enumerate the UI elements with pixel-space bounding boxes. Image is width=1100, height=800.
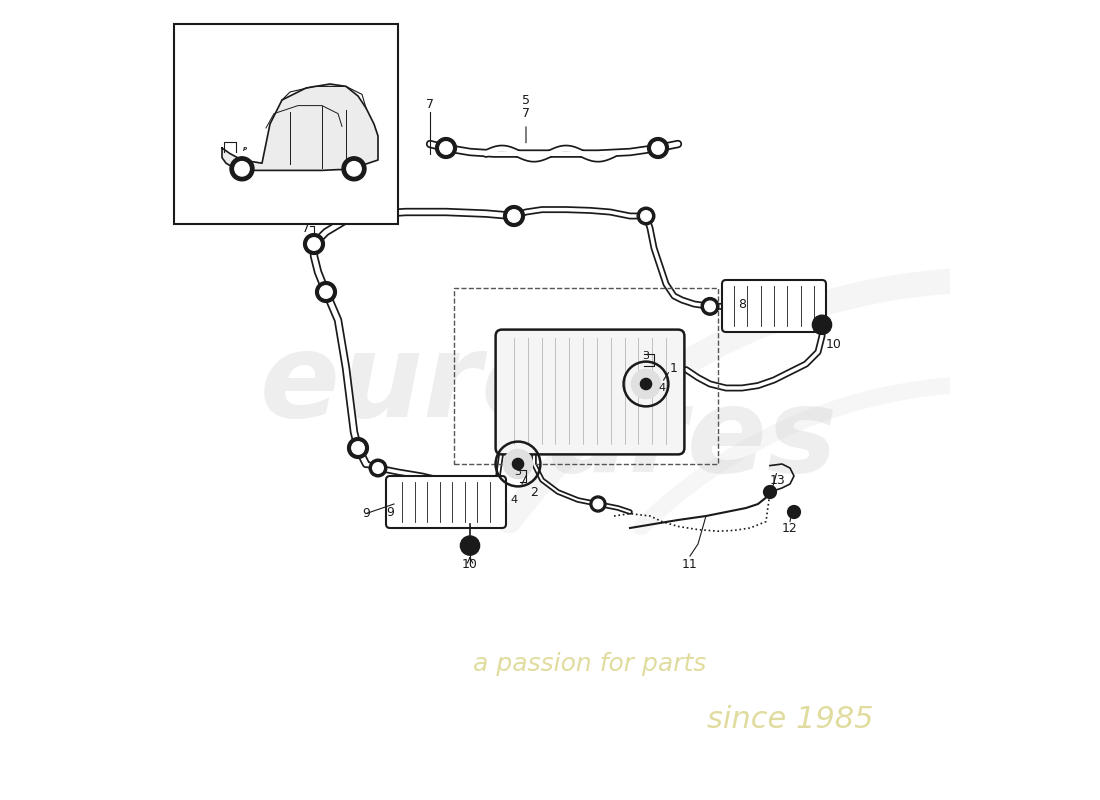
Circle shape bbox=[346, 162, 361, 176]
Text: 7: 7 bbox=[302, 222, 310, 234]
Circle shape bbox=[637, 207, 654, 225]
Text: 4: 4 bbox=[510, 495, 518, 505]
Circle shape bbox=[230, 157, 254, 181]
Text: 9: 9 bbox=[386, 506, 394, 518]
Text: ares: ares bbox=[550, 382, 838, 498]
Circle shape bbox=[234, 162, 250, 176]
Circle shape bbox=[348, 438, 369, 458]
Circle shape bbox=[304, 234, 324, 254]
Circle shape bbox=[504, 450, 532, 478]
Text: 9: 9 bbox=[362, 507, 370, 520]
Circle shape bbox=[652, 142, 664, 154]
Text: europ: europ bbox=[260, 326, 648, 442]
Text: since 1985: since 1985 bbox=[706, 706, 873, 734]
Circle shape bbox=[816, 319, 827, 330]
Circle shape bbox=[701, 298, 718, 315]
Circle shape bbox=[373, 462, 383, 474]
Circle shape bbox=[788, 506, 801, 518]
Text: P: P bbox=[242, 147, 246, 152]
Text: 3: 3 bbox=[642, 351, 649, 361]
Circle shape bbox=[440, 142, 452, 154]
Circle shape bbox=[316, 282, 337, 302]
Bar bbox=[174, 24, 398, 224]
Text: 1: 1 bbox=[670, 362, 678, 374]
Circle shape bbox=[508, 210, 520, 222]
Circle shape bbox=[590, 496, 606, 512]
Text: 3: 3 bbox=[515, 467, 521, 477]
Circle shape bbox=[813, 315, 832, 334]
Circle shape bbox=[436, 138, 456, 158]
Circle shape bbox=[308, 238, 320, 250]
Text: 5: 5 bbox=[522, 94, 530, 106]
FancyBboxPatch shape bbox=[386, 476, 506, 528]
Text: 7: 7 bbox=[522, 107, 530, 120]
Circle shape bbox=[593, 499, 603, 509]
Circle shape bbox=[504, 206, 525, 226]
Circle shape bbox=[320, 286, 332, 298]
Text: 2: 2 bbox=[530, 486, 538, 498]
Text: 11: 11 bbox=[682, 558, 697, 570]
Text: 13: 13 bbox=[770, 474, 785, 486]
Text: 8: 8 bbox=[738, 298, 746, 310]
Text: 12: 12 bbox=[782, 522, 797, 534]
Circle shape bbox=[640, 210, 651, 222]
Circle shape bbox=[342, 157, 366, 181]
Circle shape bbox=[705, 301, 715, 312]
Text: 6: 6 bbox=[298, 210, 306, 222]
Circle shape bbox=[352, 442, 364, 454]
Polygon shape bbox=[222, 84, 378, 170]
Circle shape bbox=[464, 540, 475, 551]
Circle shape bbox=[648, 138, 669, 158]
Circle shape bbox=[763, 486, 777, 498]
Circle shape bbox=[461, 536, 480, 555]
FancyBboxPatch shape bbox=[722, 280, 826, 332]
Text: 10: 10 bbox=[462, 558, 477, 570]
FancyBboxPatch shape bbox=[496, 330, 684, 454]
Text: 7: 7 bbox=[426, 98, 434, 110]
Text: 4: 4 bbox=[659, 383, 666, 393]
Circle shape bbox=[631, 370, 660, 398]
Circle shape bbox=[370, 459, 387, 477]
Circle shape bbox=[513, 458, 524, 470]
Circle shape bbox=[640, 378, 651, 390]
Text: a passion for parts: a passion for parts bbox=[473, 652, 706, 676]
Text: 10: 10 bbox=[826, 338, 842, 350]
